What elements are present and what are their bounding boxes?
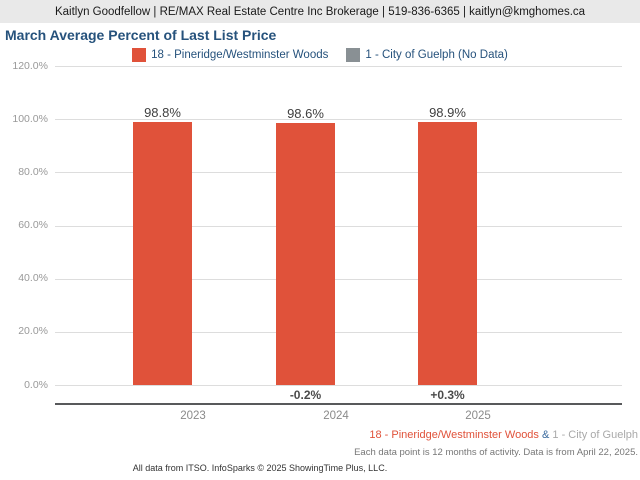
legend-item-2[interactable]: 1 - City of Guelph (No Data) — [346, 48, 508, 62]
y-axis-tick-label: 120.0% — [12, 59, 48, 72]
gridline-0.0% — [55, 385, 622, 386]
chart-title: March Average Percent of Last List Price — [5, 27, 277, 43]
gridline-80.0% — [55, 172, 622, 174]
chart-legend: 18 - Pineridge/Westminster Woods 1 - City… — [0, 47, 640, 63]
footer-series2-label: 1 - City of Guelph — [552, 429, 638, 441]
y-axis-tick-label: 0.0% — [24, 378, 48, 391]
legend-item-1[interactable]: 18 - Pineridge/Westminster Woods — [132, 48, 328, 62]
bar-value-label-2024: 98.6% — [287, 105, 324, 121]
change-label-2025: +0.3% — [430, 388, 465, 402]
bar-2025[interactable] — [418, 122, 477, 385]
bar-2023[interactable] — [133, 122, 192, 385]
y-axis-tick-label: 60.0% — [18, 219, 48, 231]
gridline-40.0% — [55, 278, 622, 280]
y-axis-tick-label: 20.0% — [18, 325, 48, 338]
agent-branding-header: Kaitlyn Goodfellow | RE/MAX Real Estate … — [0, 0, 640, 23]
series-2-swatch — [346, 48, 361, 62]
footer-series1-label: 18 - Pineridge/Westminster Woods — [369, 429, 539, 441]
gridline-60.0% — [55, 225, 622, 227]
legend-label-2: 1 - City of Guelph (No Data) — [365, 49, 508, 61]
gridline-120.0% — [55, 66, 622, 67]
x-axis-label-2024: 2024 — [323, 410, 349, 422]
y-axis-tick-label: 40.0% — [18, 272, 48, 285]
y-axis-tick-label: 100.0% — [12, 112, 48, 125]
gridline-100.0% — [55, 119, 622, 121]
x-axis-label-2025: 2025 — [465, 410, 491, 422]
agent-contact-text: Kaitlyn Goodfellow | RE/MAX Real Estate … — [54, 5, 586, 18]
footer-series-names: 18 - Pineridge/Westminster Woods & 1 - C… — [369, 429, 638, 441]
change-label-2024: -0.2% — [289, 388, 322, 402]
bar-2024[interactable] — [276, 122, 335, 385]
bar-value-label-2023: 98.8% — [144, 105, 181, 121]
data-source-credits: All data from ITSO. InfoSparks © 2025 Sh… — [132, 463, 388, 473]
x-axis-line — [55, 403, 622, 405]
series-1-swatch — [132, 48, 147, 62]
bar-value-label-2025: 98.9% — [429, 105, 466, 121]
y-axis-tick-label: 80.0% — [18, 165, 48, 178]
footer-series-separator: & — [542, 429, 550, 441]
x-axis-label-2023: 2023 — [180, 410, 206, 422]
data-point-note: Each data point is 12 months of activity… — [354, 447, 638, 458]
gridline-20.0% — [55, 331, 622, 333]
legend-label-1: 18 - Pineridge/Westminster Woods — [151, 49, 329, 61]
